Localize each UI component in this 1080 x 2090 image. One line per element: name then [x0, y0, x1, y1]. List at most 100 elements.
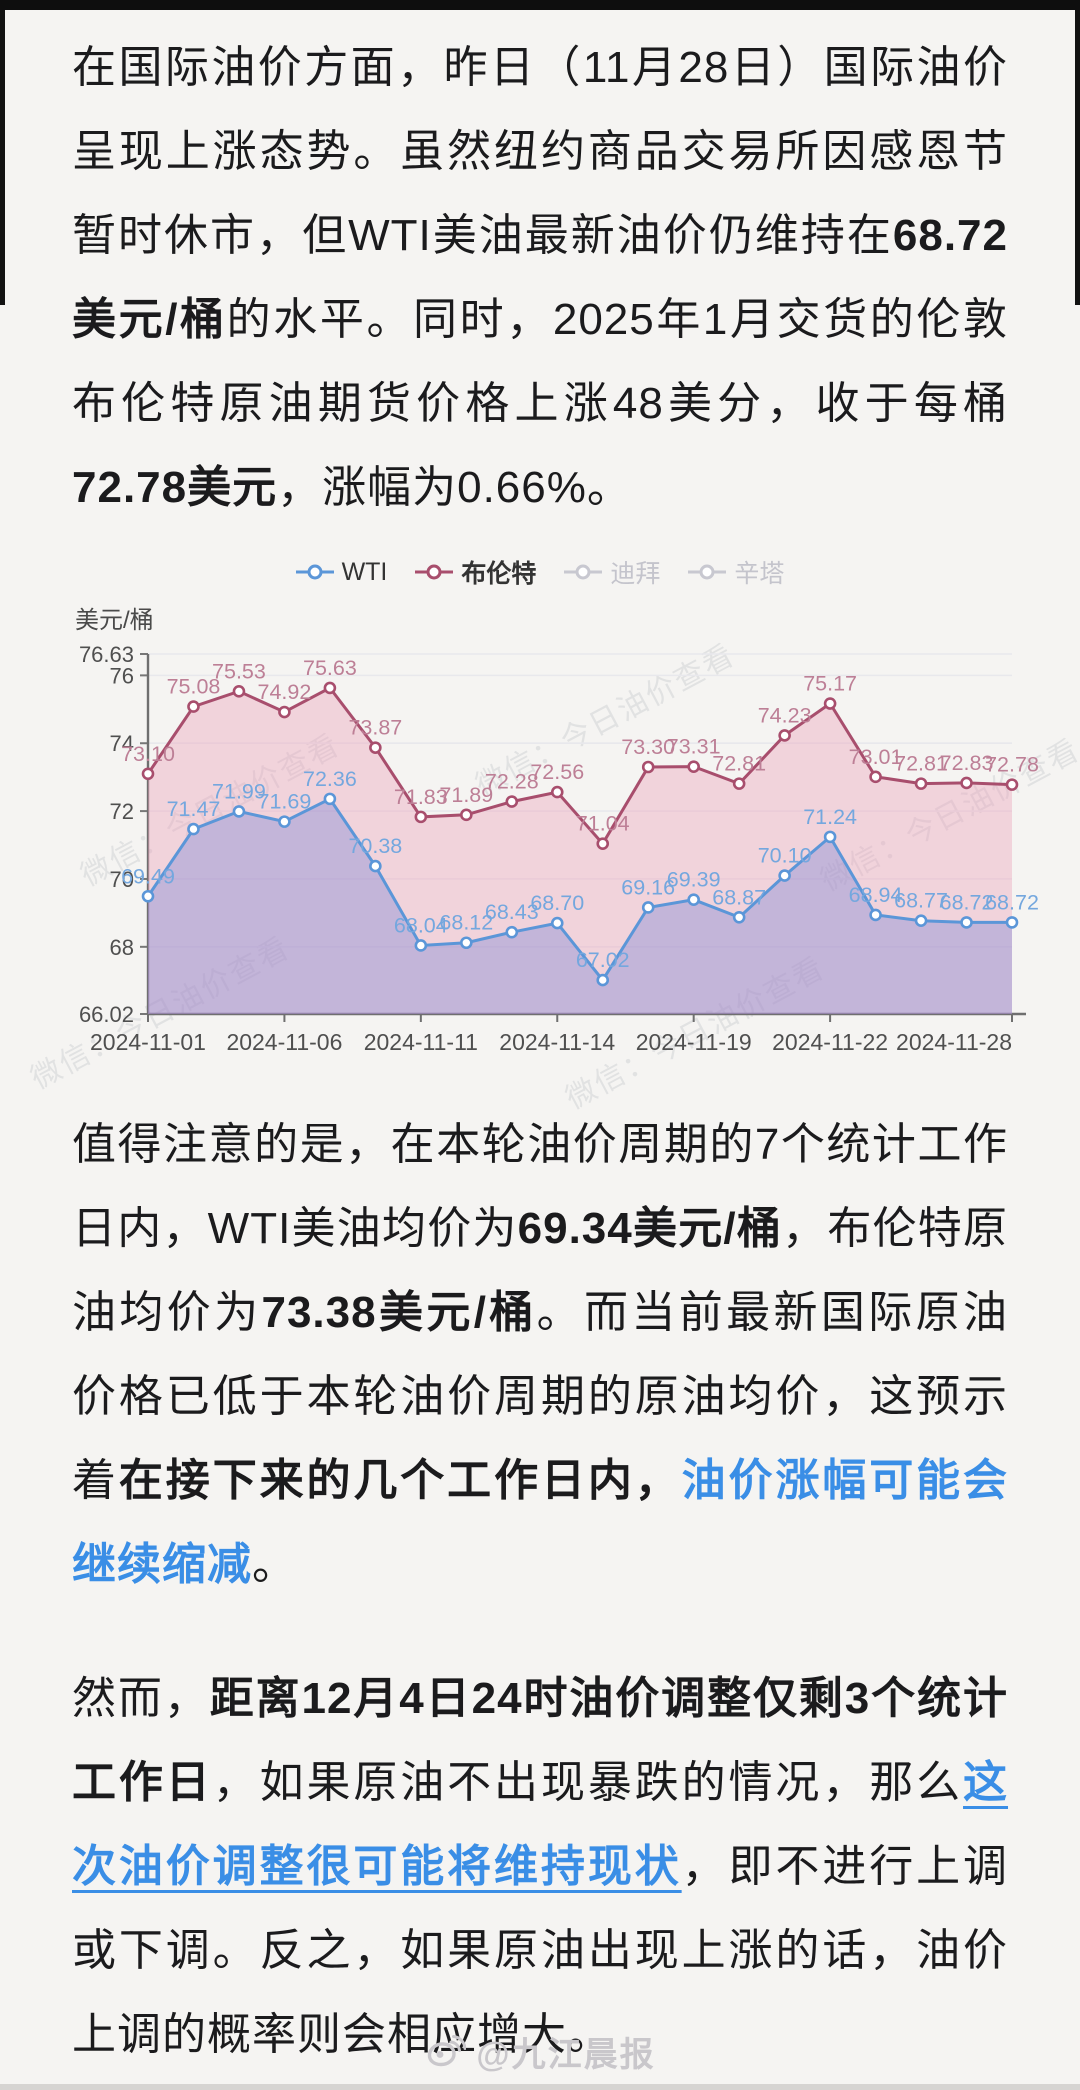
data-point-marker	[323, 681, 337, 695]
text-segment: 值得注意的是，在本轮油价周期的7个统计工作日内，WTI美油均价为	[72, 1120, 1008, 1253]
data-point-marker	[732, 777, 746, 790]
x-tick-label: 2024-11-01	[90, 1029, 206, 1055]
data-point-label: 68.72	[940, 890, 994, 914]
data-point-marker	[732, 910, 746, 924]
x-tick-label: 2024-11-22	[772, 1029, 888, 1055]
paragraph-adjustment-forecast: 然而，距离12月4日24时油价调整仅剩3个统计工作日，如果原油不出现暴跌的情况，…	[72, 1657, 1008, 2077]
y-tick-label: 72	[110, 799, 134, 824]
data-point-marker	[914, 914, 928, 927]
data-point-marker	[187, 700, 200, 713]
data-point-marker	[460, 936, 473, 950]
legend-label: 辛塔	[734, 560, 785, 588]
left-frame-bar	[0, 10, 5, 305]
data-point-label: 75.08	[167, 675, 221, 699]
legend-item-wti[interactable]: WTI	[295, 558, 387, 587]
series-area	[148, 798, 1012, 1014]
text-segment: ，涨幅为0.66%。	[277, 463, 632, 512]
legend-marker-icon	[688, 564, 727, 580]
text-segment: 72.78美元	[72, 463, 278, 512]
x-tick-label: 2024-11-11	[364, 1029, 478, 1055]
data-point-label: 69.16	[621, 875, 675, 899]
x-tick-label: 2024-11-14	[499, 1029, 615, 1055]
legend-marker-icon	[415, 564, 454, 580]
text-segment: 油价涨幅可能会继续缩减	[72, 1456, 1009, 1589]
data-point-marker	[823, 697, 837, 710]
data-point-marker	[1005, 916, 1019, 929]
series-area	[148, 687, 1012, 1014]
data-point-marker	[869, 770, 882, 784]
data-point-marker	[596, 973, 610, 987]
data-point-label: 72.36	[303, 767, 357, 791]
series-line	[146, 796, 1012, 983]
y-tick-label: 76	[110, 663, 134, 688]
data-point-marker	[869, 908, 882, 922]
legend-item-cinta[interactable]: 辛塔	[688, 554, 784, 590]
y-axis-unit-label: 美元/桶	[75, 607, 154, 634]
data-point-marker	[323, 792, 337, 806]
data-point-marker	[460, 808, 473, 822]
data-point-label: 71.47	[167, 797, 221, 821]
data-point-marker	[187, 822, 200, 836]
data-point-marker	[960, 916, 973, 929]
text-segment: 68.72美元/桶	[72, 211, 1008, 344]
data-point-marker	[232, 685, 246, 698]
top-frame-bar	[0, 0, 1080, 10]
article: 在国际油价方面，昨日（11月28日）国际油价呈现上涨态势。虽然纽约商品交易所因感…	[0, 26, 1080, 530]
data-point-label: 75.63	[303, 656, 357, 680]
data-point-label: 72.83	[940, 751, 994, 775]
text-segment: 然而，	[72, 1674, 210, 1723]
data-point-marker	[141, 767, 155, 781]
data-point-marker	[641, 760, 655, 774]
series-line	[146, 685, 1013, 847]
data-point-label: 68.94	[849, 883, 903, 907]
data-point-label: 73.01	[849, 745, 903, 769]
data-point-marker	[687, 893, 700, 906]
oil-price-chart-block: WTI 布伦特 迪拜 辛塔 微信：今日油价查看微信：今日油价查看微信：今日油价查…	[0, 552, 1080, 1116]
data-point-label: 70.10	[758, 844, 812, 868]
text-segment: 73.38美元/桶	[261, 1288, 537, 1337]
data-point-marker	[778, 869, 791, 882]
data-point-marker	[414, 810, 428, 824]
data-point-label: 72.78	[985, 753, 1039, 777]
data-point-label: 68.77	[894, 889, 948, 913]
legend-label: 布伦特	[461, 560, 537, 588]
data-point-marker	[596, 837, 610, 850]
data-point-label: 68.87	[712, 885, 766, 909]
legend-item-brent[interactable]: 布伦特	[415, 554, 536, 590]
data-point-label: 73.30	[621, 735, 675, 759]
bottom-frame-bar	[0, 2084, 1080, 2090]
data-point-label: 68.70	[530, 891, 584, 915]
legend-item-dubai[interactable]: 迪拜	[564, 554, 660, 590]
x-tick-label: 2024-11-19	[636, 1029, 752, 1055]
data-point-label: 71.83	[394, 785, 448, 809]
y-tick-label: 68	[110, 935, 134, 960]
x-tick-label: 2024-11-06	[226, 1029, 342, 1055]
data-point-label: 74.23	[758, 703, 812, 727]
data-point-marker	[505, 925, 519, 939]
data-point-label: 68.12	[439, 911, 493, 935]
data-point-marker	[550, 916, 564, 930]
text-segment: 在国际油价方面，昨日（11月28日）国际油价呈现上涨态势。虽然纽约商品交易所因感…	[72, 43, 1008, 260]
right-frame-bar	[1075, 10, 1080, 305]
data-point-label: 68.04	[394, 913, 448, 937]
data-point-marker	[369, 859, 382, 873]
data-point-label: 73.10	[121, 742, 175, 766]
data-point-label: 73.31	[667, 735, 721, 759]
data-point-marker	[641, 901, 655, 914]
text-segment: ，即不进行上调或下调。反之，如果原油出现上涨的话，油价上调的概率则会相应增大。	[72, 1842, 1009, 2059]
data-point-label: 75.53	[212, 659, 266, 683]
data-point-marker	[505, 795, 519, 808]
text-segment: 。	[252, 1540, 297, 1589]
text-segment: 。而当前最新国际原油价格已低于本轮油价周期的原油均价，这预示着	[72, 1288, 1008, 1505]
data-point-marker	[823, 830, 837, 844]
text-segment: ，布伦特原油均价为	[72, 1204, 1008, 1337]
data-point-label: 74.92	[258, 680, 312, 704]
data-point-label: 69.39	[667, 868, 721, 892]
text-segment: 69.34美元/桶	[517, 1204, 783, 1253]
text-segment: 在接下来的几个工作日内，	[118, 1456, 682, 1505]
data-point-marker	[232, 805, 246, 818]
data-point-marker	[278, 705, 291, 719]
paragraph-oil-price-summary: 在国际油价方面，昨日（11月28日）国际油价呈现上涨态势。虽然纽约商品交易所因感…	[72, 26, 1008, 530]
y-tick-label: 66.02	[79, 1002, 134, 1027]
data-point-label: 70.38	[348, 834, 402, 858]
